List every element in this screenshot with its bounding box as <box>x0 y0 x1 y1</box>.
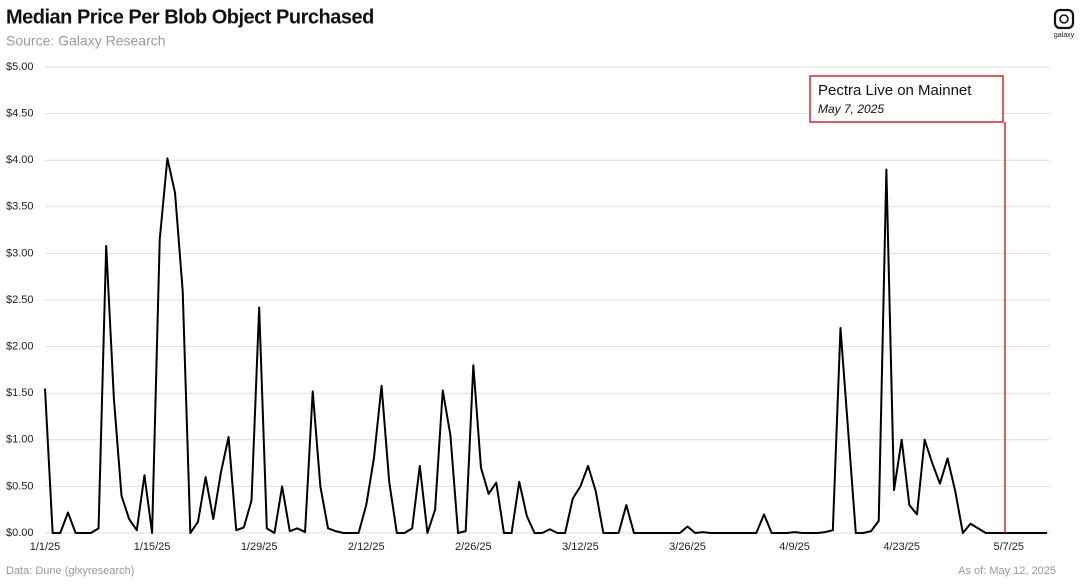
x-tick-label: 4/23/25 <box>883 541 920 553</box>
annotation-date: May 7, 2025 <box>818 102 884 116</box>
x-tick-label: 5/7/25 <box>993 541 1024 553</box>
y-tick-label: $5.00 <box>6 61 34 73</box>
x-tick-label: 4/9/25 <box>779 541 810 553</box>
x-tick-label: 1/1/25 <box>30 541 61 553</box>
y-tick-label: $0.50 <box>6 480 34 492</box>
plot-area: $0.00 $0.50 $1.00 $1.50 $2.00 $2.50 $3.00 $3.50… <box>6 61 1050 553</box>
logo-icon <box>1053 8 1075 30</box>
y-tick-label: $1.50 <box>6 387 34 399</box>
x-tick-label: 1/29/25 <box>241 541 278 553</box>
x-tick-label: 1/15/25 <box>134 541 171 553</box>
chart-title: Median Price Per Blob Object Purchased <box>6 6 374 28</box>
y-tick-label: $2.00 <box>6 341 34 353</box>
source-note: Data: Dune (glxyresearch) <box>6 565 134 577</box>
y-tick-label: $2.50 <box>6 294 34 306</box>
logo-icon-inner <box>1059 14 1069 24</box>
y-tick-label: $3.50 <box>6 201 34 213</box>
y-tick-label: $3.00 <box>6 247 34 259</box>
chart-subtitle: Source: Galaxy Research <box>6 33 166 49</box>
x-tick-label: 3/26/25 <box>669 541 706 553</box>
annotation: Pectra Live on Mainnet May 7, 2025 <box>809 75 1006 533</box>
x-tick-label: 2/12/25 <box>348 541 385 553</box>
y-tick-label: $4.50 <box>6 108 34 120</box>
x-tick-label: 3/12/25 <box>562 541 599 553</box>
y-tick-label: $0.00 <box>6 527 34 539</box>
as-of: As of: May 12, 2025 <box>958 565 1056 577</box>
x-tick-label: 2/26/25 <box>455 541 492 553</box>
annotation-title: Pectra Live on Mainnet <box>818 82 972 99</box>
y-tick-label: $4.00 <box>6 154 34 166</box>
y-tick-label: $1.00 <box>6 434 34 446</box>
data-line <box>44 157 1047 534</box>
annotation-box <box>809 75 1004 123</box>
logo-text: galaxy <box>1054 32 1075 39</box>
